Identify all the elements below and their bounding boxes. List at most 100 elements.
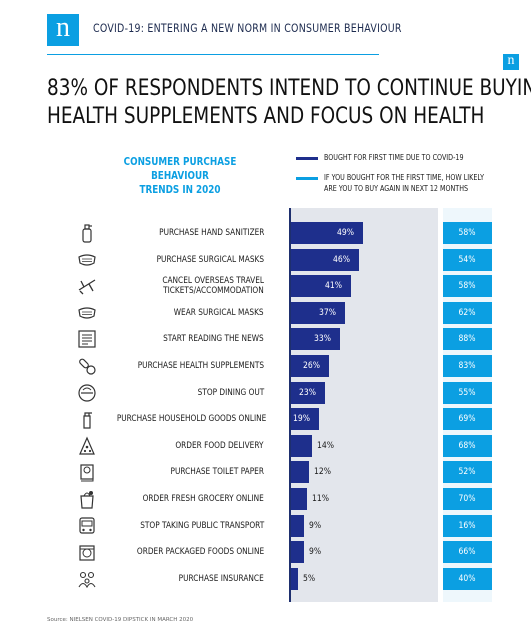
- bar-first-time: [291, 275, 352, 298]
- legend-label-line: ARE YOU TO BUY AGAIN IN NEXT 12 MONTHS: [324, 184, 469, 193]
- category-label-line: PURCHASE HOUSEHOLD GOODS ONLINE: [116, 414, 267, 425]
- category-label: ORDER PACKAGED FOODS ONLINE: [84, 547, 264, 557]
- bar-value-label: 5%: [303, 573, 316, 584]
- category-label-line: ORDER PACKAGED FOODS ONLINE: [136, 547, 264, 558]
- buy-again-value-box: 52%: [443, 461, 492, 484]
- bar-value-label: 33%: [313, 334, 331, 345]
- legend-label-first-time: BOUGHT FOR FIRST TIME DUE TO COVID-19: [324, 152, 464, 163]
- nielsen-logo: n: [47, 14, 79, 46]
- category-label: PURCHASE HAND SANITIZER: [84, 228, 264, 238]
- category-label: PURCHASE HOUSEHOLD GOODS ONLINE: [84, 414, 267, 425]
- source-note: Source: NIELSEN COVID-19 DIPSTICK IN MAR…: [47, 617, 194, 623]
- category-label: ORDER FOOD DELIVERY: [84, 441, 264, 451]
- category-label: PURCHASE SURGICAL MASKS: [84, 255, 264, 265]
- category-label: ORDER FRESH GROCERY ONLINE: [84, 494, 264, 504]
- bar-value-label: 9%: [309, 520, 322, 531]
- household-bottle-icon: [76, 408, 98, 430]
- buy-again-value-label: 62%: [458, 307, 476, 318]
- category-label: STOP DINING OUT: [84, 388, 264, 398]
- buy-again-value-label: 40%: [458, 573, 476, 584]
- header-title: COVID-19: ENTERING A NEW NORM IN CONSUME…: [93, 21, 402, 35]
- buy-again-value-box: 58%: [443, 275, 492, 298]
- bar-value-label: 19%: [292, 414, 310, 425]
- legend-label-buy-again: IF YOU BOUGHT FOR THE FIRST TIME, HOW LI…: [324, 172, 484, 194]
- category-label-line: WEAR SURGICAL MASKS: [174, 307, 264, 318]
- buy-again-value-label: 58%: [458, 281, 476, 292]
- category-label-line: START READING THE NEWS: [163, 334, 264, 345]
- chart-subtitle-line: CONSUMER PURCHASE BEHAVIOUR: [123, 155, 237, 182]
- buy-again-value-label: 83%: [458, 361, 476, 371]
- chart-subtitle-line: TRENDS IN 2020: [139, 183, 221, 196]
- pizza-icon: [76, 435, 98, 457]
- category-label-line: PURCHASE SURGICAL MASKS: [156, 254, 264, 265]
- buy-again-value-box: 55%: [443, 381, 492, 404]
- buy-again-value-label: 16%: [458, 520, 476, 531]
- bar-value-label: 46%: [332, 254, 350, 265]
- surgical-mask-icon: [76, 302, 98, 324]
- bar-first-time: [291, 301, 346, 324]
- legend-swatch-first-time: [296, 157, 318, 160]
- airplane-icon: [76, 275, 98, 297]
- bar-first-time: [291, 328, 340, 351]
- bar-first-time: [291, 488, 308, 510]
- no-dining-icon: [76, 382, 98, 404]
- buy-again-value-label: 52%: [458, 467, 476, 478]
- category-label-line: PURCHASE HEALTH SUPPLEMENTS: [137, 361, 264, 371]
- bar-first-time: [291, 461, 309, 484]
- buy-again-value-label: 70%: [458, 494, 476, 504]
- chart-background: [291, 208, 438, 602]
- bar-value-label: 23%: [298, 387, 316, 398]
- legend-label-line: IF YOU BOUGHT FOR THE FIRST TIME, HOW LI…: [324, 173, 484, 182]
- pills-icon: [76, 355, 98, 377]
- buy-again-value-box: 68%: [443, 434, 492, 457]
- bar-first-time: [291, 248, 359, 271]
- category-label-line: PURCHASE HAND SANITIZER: [158, 228, 264, 238]
- bar-value-label: 49%: [337, 228, 355, 238]
- buy-again-value-label: 66%: [458, 547, 476, 558]
- bar-value-label: 41%: [325, 281, 343, 292]
- buy-again-value-label: 69%: [458, 414, 476, 425]
- page-title-line: 83% OF RESPONDENTS INTEND TO CONTINUE BU…: [47, 75, 531, 101]
- bar-value-label: 26%: [303, 361, 321, 371]
- hand-sanitizer-icon: [76, 222, 98, 244]
- bar-first-time: [291, 541, 305, 564]
- category-label: PURCHASE TOILET PAPER: [84, 467, 264, 477]
- buy-again-value-label: 55%: [458, 387, 476, 398]
- buy-again-value-label: 54%: [458, 254, 476, 265]
- buy-again-value-box: 16%: [443, 514, 492, 537]
- bar-value-label: 11%: [312, 494, 330, 504]
- buy-again-value-label: 58%: [458, 228, 476, 238]
- category-label: START READING THE NEWS: [84, 334, 264, 344]
- bar-value-label: 14%: [316, 440, 334, 451]
- family-insurance-icon: [76, 568, 98, 590]
- page-title-line: HEALTH SUPPLEMENTS AND FOCUS ON HEALTH: [47, 103, 485, 129]
- chart-subtitle: CONSUMER PURCHASE BEHAVIOUR TRENDS IN 20…: [80, 155, 280, 197]
- buy-again-value-box: 88%: [443, 328, 492, 351]
- toilet-paper-icon: [76, 461, 98, 483]
- page-title: 83% OF RESPONDENTS INTEND TO CONTINUE BU…: [47, 74, 531, 130]
- buy-again-value-box: 69%: [443, 408, 492, 431]
- buy-again-value-box: 40%: [443, 567, 492, 590]
- bar-first-time: [291, 381, 325, 404]
- surgical-mask-icon: [76, 249, 98, 271]
- bar-first-time: [291, 355, 330, 377]
- category-label: PURCHASE INSURANCE: [84, 574, 264, 584]
- nielsen-logo-small: n: [503, 54, 519, 70]
- category-label-line: STOP DINING OUT: [197, 387, 264, 398]
- buy-again-value-box: 58%: [443, 222, 492, 244]
- newspaper-icon: [76, 328, 98, 350]
- category-label-line: PURCHASE INSURANCE: [178, 573, 264, 584]
- buy-again-value-label: 88%: [458, 334, 476, 345]
- bar-value-label: 37%: [319, 307, 337, 318]
- buy-again-value-box: 66%: [443, 541, 492, 564]
- packaged-food-icon: [76, 541, 98, 563]
- grocery-bag-icon: [76, 488, 98, 510]
- legend-label-line: BOUGHT FOR FIRST TIME DUE TO COVID-19: [324, 153, 464, 162]
- category-label-line: CANCEL OVERSEAS TRAVEL: [162, 276, 264, 287]
- buy-again-value-box: 54%: [443, 248, 492, 271]
- bar-first-time: [291, 222, 364, 244]
- category-label: WEAR SURGICAL MASKS: [84, 308, 264, 318]
- bar-first-time: [291, 434, 312, 457]
- category-label: PURCHASE HEALTH SUPPLEMENTS: [84, 361, 264, 371]
- header-divider: [47, 54, 379, 55]
